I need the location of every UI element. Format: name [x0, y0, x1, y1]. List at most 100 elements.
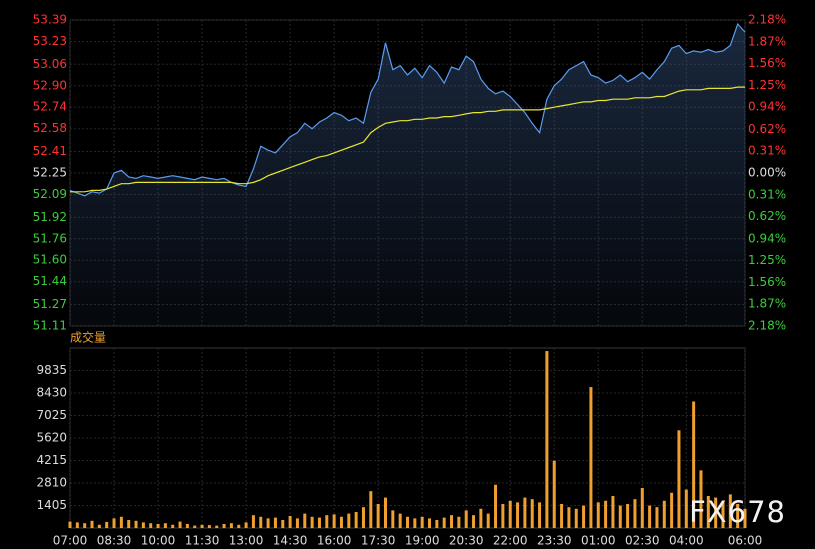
- volume-bar: [662, 500, 666, 528]
- volume-bar: [450, 515, 454, 528]
- volume-bar: [141, 522, 145, 528]
- y-tick-label: 51.76: [33, 231, 67, 245]
- y2-tick-label: 1.87%: [748, 297, 786, 311]
- x-tick-label: 22:00: [493, 534, 528, 548]
- volume-bar: [706, 495, 710, 528]
- volume-bar: [83, 523, 87, 528]
- volume-bar: [420, 516, 424, 528]
- volume-bar: [134, 520, 138, 528]
- volume-bar: [479, 508, 483, 528]
- volume-bar: [442, 517, 446, 528]
- volume-bar: [640, 487, 644, 528]
- y2-tick-label: 2.18%: [748, 319, 786, 333]
- volume-bar: [317, 517, 321, 528]
- volume-bar: [472, 515, 476, 528]
- y-tick-label: 51.27: [33, 297, 67, 311]
- volume-bar: [655, 507, 659, 528]
- watermark: FX678: [689, 495, 786, 529]
- x-tick-label: 07:00: [53, 534, 88, 548]
- y2-tick-label: 0.62%: [748, 122, 786, 136]
- y-tick-label: 51.44: [33, 274, 67, 288]
- y2-tick-label: 0.31%: [748, 144, 786, 158]
- x-tick-label: 16:00: [317, 534, 352, 548]
- y2-tick-label: 1.87%: [748, 34, 786, 48]
- y2-tick-label: 2.18%: [748, 13, 786, 27]
- y2-tick-label: 0.62%: [748, 209, 786, 223]
- y2-tick-label: 0.94%: [748, 100, 786, 114]
- volume-bar: [361, 507, 365, 528]
- volume-bar: [604, 500, 608, 528]
- volume-bar: [494, 484, 498, 528]
- volume-bar: [119, 516, 123, 528]
- volume-bar: [237, 524, 241, 528]
- volume-bar: [670, 492, 674, 528]
- volume-bar: [332, 514, 336, 528]
- volume-bar: [75, 522, 79, 528]
- y-tick-label: 9835: [36, 363, 67, 377]
- volume-bar: [229, 523, 233, 528]
- volume-bar: [303, 513, 307, 528]
- volume-bar: [560, 503, 564, 528]
- y2-tick-label: 1.25%: [748, 253, 786, 267]
- volume-bar: [178, 521, 182, 528]
- volume-bar: [567, 507, 571, 528]
- y-tick-label: 52.09: [33, 187, 67, 201]
- volume-bar: [545, 351, 549, 528]
- y-tick-label: 5620: [36, 431, 67, 445]
- y-tick-label: 51.60: [33, 253, 67, 267]
- y2-tick-label: 1.56%: [748, 275, 786, 289]
- volume-bar: [699, 470, 703, 528]
- volume-bar: [339, 516, 343, 528]
- y-tick-label: 52.74: [33, 100, 67, 114]
- y-tick-label: 53.39: [33, 13, 67, 27]
- x-tick-label: 08:30: [97, 534, 132, 548]
- volume-bar: [193, 525, 197, 528]
- volume-bar: [582, 505, 586, 528]
- x-tick-label: 13:00: [229, 534, 264, 548]
- volume-bar: [105, 521, 109, 528]
- x-tick-label: 04:00: [669, 534, 704, 548]
- x-tick-label: 06:00: [728, 534, 763, 548]
- volume-bar: [90, 520, 94, 528]
- volume-bar: [611, 495, 615, 528]
- volume-bar: [149, 523, 153, 528]
- volume-bar: [97, 524, 101, 528]
- volume-bar: [185, 523, 189, 528]
- x-tick-label: 17:30: [361, 534, 396, 548]
- volume-bar: [413, 518, 417, 528]
- x-tick-label: 11:30: [185, 534, 220, 548]
- x-tick-label: 14:30: [273, 534, 308, 548]
- volume-bar: [398, 513, 402, 528]
- volume-bar: [684, 489, 688, 528]
- volume-bar: [516, 502, 520, 528]
- volume-bar: [618, 505, 622, 528]
- volume-bar: [295, 518, 299, 528]
- area-fill: [70, 24, 745, 326]
- volume-bar: [171, 524, 175, 528]
- volume-bar: [486, 513, 490, 528]
- volume-bar: [501, 503, 505, 528]
- volume-bar: [244, 522, 248, 528]
- volume-bar: [743, 508, 747, 528]
- volume-bar: [251, 515, 255, 528]
- volume-bar: [273, 517, 277, 528]
- y2-tick-label: 1.56%: [748, 56, 786, 70]
- volume-bar: [530, 499, 534, 528]
- volume-bar: [721, 500, 725, 528]
- volume-bar: [376, 503, 380, 528]
- y-tick-label: 51.92: [33, 210, 67, 224]
- volume-bar: [589, 387, 593, 528]
- volume-bar: [435, 519, 439, 528]
- volume-bar: [648, 505, 652, 528]
- volume-bar: [714, 497, 718, 528]
- volume-bar: [347, 513, 351, 528]
- y2-tick-label: 0.00%: [748, 166, 786, 180]
- y-tick-label: 51.11: [33, 319, 67, 333]
- y2-tick-label: 0.94%: [748, 231, 786, 245]
- volume-bar: [207, 525, 211, 528]
- volume-bar: [523, 497, 527, 528]
- volume-bar: [626, 503, 630, 528]
- x-tick-label: 19:00: [405, 534, 440, 548]
- volume-bar: [457, 516, 461, 528]
